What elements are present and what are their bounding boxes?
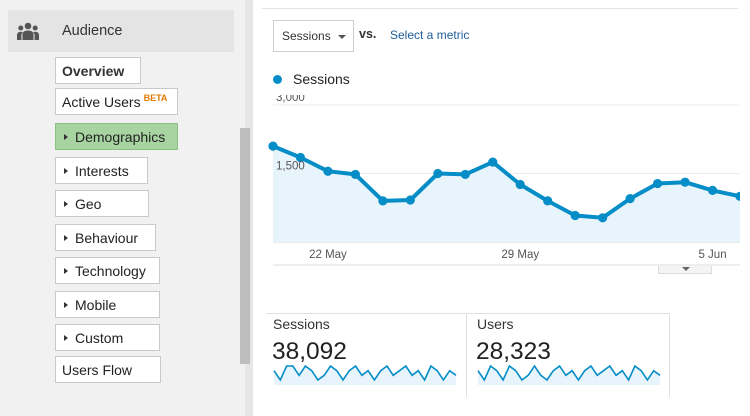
chart-point[interactable] (323, 166, 333, 176)
chart-point[interactable] (433, 168, 443, 179)
users-icon (17, 22, 39, 40)
metrics-top-divider (266, 313, 670, 314)
select-metric-link[interactable]: Select a metric (390, 28, 470, 42)
sidebar-item-label: Technology (75, 262, 146, 279)
sidebar-item-label: Active Users (62, 93, 141, 110)
sidebar-item-label: Custom (75, 329, 124, 346)
sidebar-item-label: Mobile (75, 296, 117, 313)
beta-badge: BETA (143, 92, 168, 103)
sparkline-line (273, 364, 457, 382)
legend-dot (273, 74, 282, 84)
caret-right-icon (64, 234, 68, 241)
x-tick-label: 22 May (309, 249, 347, 261)
metric-value: 38,092 (272, 338, 347, 365)
chart-point[interactable] (543, 196, 553, 206)
chart-point[interactable] (268, 141, 278, 151)
top-divider (262, 8, 738, 9)
chart-legend: Sessions (273, 71, 350, 87)
metric-title: Users (477, 316, 514, 332)
legend-label: Sessions (293, 71, 350, 87)
chart-point[interactable] (598, 213, 608, 223)
sidebar-item-behaviour[interactable]: Behaviour (55, 224, 156, 251)
metric-select[interactable]: Sessions (273, 20, 354, 52)
sidebar-section-audience[interactable]: Audience (8, 10, 234, 52)
sidebar-item-active-users[interactable]: Active Users BETA (55, 88, 178, 115)
sidebar: Audience Overview Active Users BETA Demo… (0, 0, 253, 416)
chart-points (268, 141, 740, 223)
chart-point[interactable] (625, 194, 635, 204)
metric-title: Sessions (273, 316, 330, 332)
sidebar-item-technology[interactable]: Technology (55, 257, 160, 284)
sidebar-item-geo[interactable]: Geo (55, 190, 149, 217)
metric-card-users: Users 28,323 (476, 313, 670, 394)
chart-point[interactable] (652, 178, 663, 189)
chart-y-ticks: 3,000 1,500 (276, 95, 305, 173)
chart-point[interactable] (488, 157, 498, 167)
sidebar-item-overview[interactable]: Overview (55, 57, 141, 84)
y-tick-label: 3,000 (276, 95, 305, 104)
metric-value: 28,323 (476, 338, 551, 365)
sidebar-item-interests[interactable]: Interests (55, 157, 148, 184)
sparkline-fill (478, 366, 660, 385)
users-sparkline (477, 364, 661, 385)
sidebar-item-custom[interactable]: Custom (55, 324, 160, 351)
caret-right-icon (64, 200, 68, 207)
chart-area-fill (273, 146, 740, 242)
x-tick-label: 5 Jun (698, 249, 726, 261)
chart-point[interactable] (735, 191, 740, 201)
vs-label: vs. (359, 27, 377, 41)
chart-point[interactable] (707, 185, 718, 195)
sidebar-item-label: Demographics (75, 128, 166, 145)
sidebar-item-mobile[interactable]: Mobile (55, 291, 160, 318)
chevron-down-icon (682, 267, 690, 271)
metric-card-divider (466, 313, 467, 397)
metric-card-divider (669, 313, 670, 397)
caret-right-icon (64, 133, 68, 140)
chart-point[interactable] (378, 196, 388, 206)
sparkline-line (477, 364, 661, 382)
sidebar-item-demographics[interactable]: Demographics (55, 123, 178, 150)
sidebar-item-label: Behaviour (75, 229, 139, 246)
chart-line (272, 144, 740, 220)
sessions-sparkline (273, 364, 457, 385)
sidebar-item-label: Users Flow (62, 361, 133, 378)
x-tick-label: 29 May (501, 249, 539, 261)
sidebar-item-label: Geo (75, 195, 102, 212)
y-tick-label: 1,500 (276, 161, 305, 173)
chart-point[interactable] (350, 169, 361, 180)
metric-card-sessions: Sessions 38,092 (272, 313, 466, 394)
metric-select-value: Sessions (282, 29, 331, 43)
chart-point[interactable] (460, 169, 470, 180)
sidebar-item-label: Interests (75, 162, 129, 179)
sidebar-item-users-flow[interactable]: Users Flow (55, 356, 161, 383)
caret-right-icon (64, 334, 68, 341)
sidebar-item-label: Overview (62, 62, 125, 79)
chart-point[interactable] (570, 210, 580, 221)
chart-point[interactable] (295, 152, 306, 163)
chart-point[interactable] (405, 195, 415, 205)
sparkline-fill (274, 366, 456, 385)
chart-point[interactable] (680, 177, 690, 187)
dropdown-arrow-icon (338, 35, 346, 39)
caret-right-icon (64, 301, 68, 308)
chart-point[interactable] (515, 179, 525, 190)
sessions-chart[interactable]: 3,000 1,500 22 May 29 May 5 Jun (262, 95, 740, 270)
sidebar-scrollbar-thumb[interactable] (240, 128, 250, 364)
caret-right-icon (64, 267, 68, 274)
caret-right-icon (64, 167, 68, 174)
sidebar-section-label: Audience (62, 23, 123, 39)
chart-x-ticks: 22 May 29 May 5 Jun (309, 249, 727, 261)
chart-collapse-toggle[interactable] (658, 266, 712, 274)
